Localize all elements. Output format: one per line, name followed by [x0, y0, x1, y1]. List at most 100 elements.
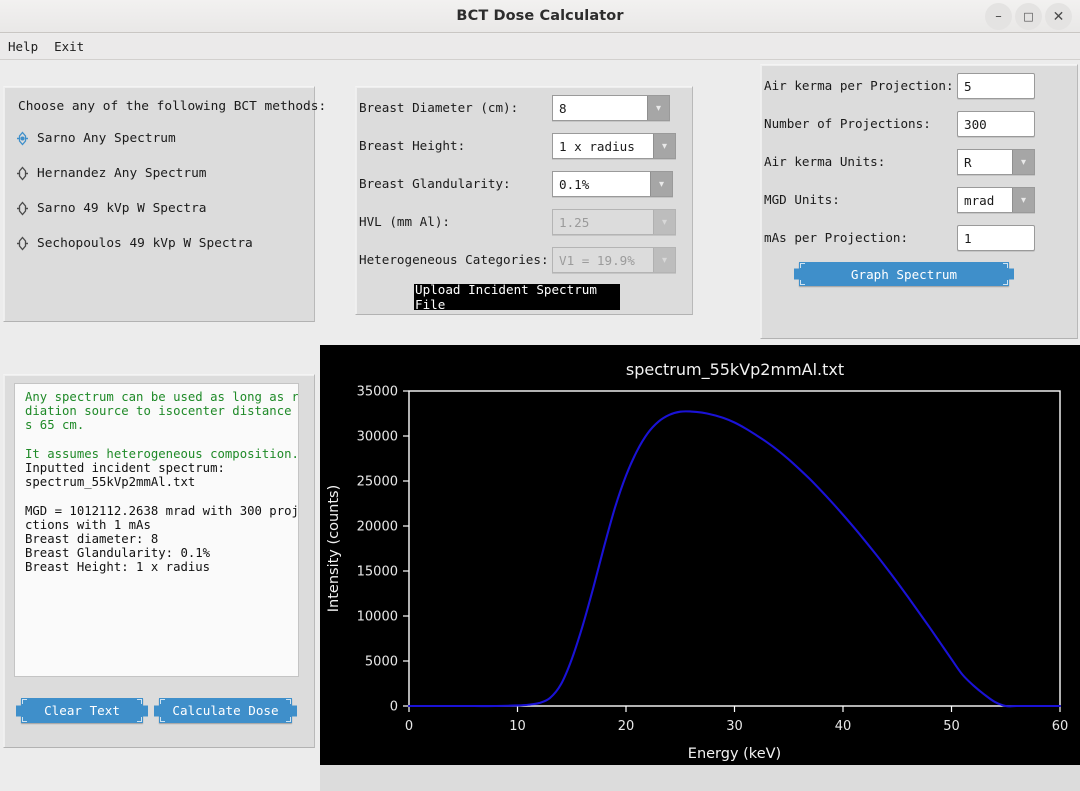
button-nub-left — [16, 705, 21, 716]
chart-y-tick-label: 25000 — [357, 475, 398, 490]
field-row-heterogeneous-categories: Heterogeneous Categories: V1 = 19.9% ▾ — [356, 247, 694, 277]
calculate-dose-button[interactable]: Calculate Dose — [154, 698, 297, 723]
chart-x-tick-label: 40 — [835, 719, 852, 734]
radio-indicator-icon — [16, 236, 29, 251]
field-row-breast-height: Breast Height: 1 x radius ▾ — [356, 133, 694, 163]
label-mas-per-projection: mAs per Projection: — [764, 230, 909, 245]
close-button[interactable]: ✕ — [1045, 3, 1072, 30]
radio-indicator-icon — [16, 201, 29, 216]
chart-y-tick-label: 15000 — [357, 565, 398, 580]
window-controls: – □ ✕ — [985, 3, 1072, 30]
radio-sarno-49kvp-w-spectra[interactable]: Sarno 49 kVp W Spectra — [16, 201, 207, 216]
graph-spectrum-button[interactable]: Graph Spectrum — [794, 262, 1014, 286]
combobox-value: 1 x radius — [553, 134, 653, 158]
output-line: Any spectrum can be used as long as ra — [25, 390, 299, 404]
chart-x-tick-label: 50 — [943, 719, 960, 734]
combobox-air-kerma-units[interactable]: R ▾ — [957, 149, 1035, 175]
input-number-of-projections[interactable]: 300 — [957, 111, 1035, 137]
chevron-down-icon: ▾ — [653, 248, 675, 272]
chart-y-ticks: 0 5000 10000 15000 20000 25000 30000 35000 — [357, 385, 409, 715]
chart-y-tick-label: 35000 — [357, 385, 398, 400]
field-row-breast-glandularity: Breast Glandularity: 0.1% ▾ — [356, 171, 694, 201]
acquisition-parameters-panel: Air kerma per Projection: 5 Number of Pr… — [760, 64, 1078, 339]
breast-parameters-panel: Breast Diameter (cm): 8 ▾ Breast Height:… — [355, 86, 693, 315]
combobox-breast-diameter[interactable]: 8 ▾ — [552, 95, 670, 121]
chart-x-ticks: 0 10 20 30 40 50 60 — [405, 706, 1068, 734]
button-corner — [800, 263, 805, 268]
radio-label: Sechopoulos 49 kVp W Spectra — [37, 236, 253, 251]
combobox-value: 1.25 — [553, 210, 653, 234]
output-line: Breast Height: 1 x radius — [25, 560, 211, 575]
button-corner — [22, 717, 27, 722]
radio-sarno-any-spectrum[interactable]: Sarno Any Spectrum — [16, 131, 176, 146]
combobox-breast-glandularity[interactable]: 0.1% ▾ — [552, 171, 673, 197]
output-line: s 65 cm. — [25, 418, 85, 433]
chart-bottom-strip — [320, 765, 1080, 791]
button-corner — [1003, 263, 1008, 268]
chart-y-tick-label: 20000 — [357, 520, 398, 535]
window-title: BCT Dose Calculator — [456, 8, 624, 24]
label-mgd-units: MGD Units: — [764, 192, 840, 207]
button-nub-left — [154, 705, 159, 716]
output-text-area[interactable]: Any spectrum can be used as long as ra d… — [14, 383, 299, 677]
upload-incident-spectrum-file-button[interactable]: Upload Incident Spectrum File — [414, 282, 620, 312]
button-corner — [22, 699, 27, 704]
combobox-value: mrad — [958, 188, 1012, 212]
spectrum-chart[interactable]: spectrum_55kVp2mmAl.txt 0 10 20 30 40 50 60 0 5… — [320, 345, 1080, 765]
chevron-down-icon[interactable]: ▾ — [1012, 150, 1034, 174]
label-breast-glandularity: Breast Glandularity: — [359, 176, 511, 191]
combobox-value: R — [958, 150, 1012, 174]
maximize-button[interactable]: □ — [1015, 3, 1042, 30]
chart-title: spectrum_55kVp2mmAl.txt — [626, 360, 844, 380]
button-corner — [286, 717, 291, 722]
output-line-blank — [25, 433, 293, 447]
clear-text-button-label: Clear Text — [44, 703, 120, 718]
combobox-value: V1 = 19.9% — [553, 248, 653, 272]
output-line: It assumes heterogeneous composition. — [25, 446, 299, 461]
spectrum-chart-svg: spectrum_55kVp2mmAl.txt 0 10 20 30 40 50 60 0 5… — [320, 345, 1080, 765]
chart-x-tick-label: 10 — [509, 719, 526, 734]
chevron-down-icon[interactable]: ▾ — [647, 96, 669, 120]
radio-hernandez-any-spectrum[interactable]: Hernandez Any Spectrum — [16, 166, 207, 181]
chevron-down-icon[interactable]: ▾ — [653, 134, 675, 158]
button-corner — [160, 699, 165, 704]
output-line: spectrum_55kVp2mmAl.txt — [25, 475, 196, 490]
menu-item-help[interactable]: Help — [8, 39, 39, 54]
chevron-down-icon[interactable]: ▾ — [1012, 188, 1034, 212]
label-heterogeneous-categories: Heterogeneous Categories: — [359, 252, 549, 267]
field-row-air-kerma-per-projection: Air kerma per Projection: 5 — [761, 73, 1079, 103]
chart-y-tick-label: 30000 — [357, 430, 398, 445]
chevron-down-icon[interactable]: ▾ — [650, 172, 672, 196]
chart-x-tick-label: 30 — [726, 719, 743, 734]
chart-y-axis-label: Intensity (counts) — [326, 485, 342, 613]
radio-indicator-icon — [16, 166, 29, 181]
output-line: Breast Glandularity: 0.1% — [25, 546, 211, 561]
menu-item-exit[interactable]: Exit — [54, 39, 85, 54]
chart-x-tick-label: 60 — [1052, 719, 1069, 734]
output-line: ctions with 1 mAs — [25, 517, 151, 532]
combobox-value: 8 — [553, 96, 647, 120]
output-line: MGD = 1012112.2638 mrad with 300 proje — [25, 503, 299, 518]
combobox-value: 0.1% — [553, 172, 650, 196]
combobox-mgd-units[interactable]: mrad ▾ — [957, 187, 1035, 213]
button-corner — [137, 699, 142, 704]
clear-text-button[interactable]: Clear Text — [16, 698, 148, 723]
input-air-kerma-per-projection[interactable]: 5 — [957, 73, 1035, 99]
input-mas-per-projection[interactable]: 1 — [957, 225, 1035, 251]
chart-x-tick-label: 0 — [405, 719, 413, 734]
output-log-panel: Any spectrum can be used as long as ra d… — [3, 374, 315, 748]
minimize-button[interactable]: – — [985, 3, 1012, 30]
button-nub-right — [143, 705, 148, 716]
chart-background — [320, 345, 1080, 765]
title-bar: BCT Dose Calculator – □ ✕ — [0, 0, 1080, 33]
label-hvl: HVL (mm Al): — [359, 214, 450, 229]
combobox-breast-height[interactable]: 1 x radius ▾ — [552, 133, 676, 159]
radio-sechopoulos-49kvp-w-spectra[interactable]: Sechopoulos 49 kVp W Spectra — [16, 236, 253, 251]
button-corner — [160, 717, 165, 722]
chart-y-tick-label: 0 — [390, 700, 398, 715]
chart-x-axis-label: Energy (keV) — [688, 746, 781, 762]
chevron-down-icon: ▾ — [653, 210, 675, 234]
label-air-kerma-units: Air kerma Units: — [764, 154, 886, 169]
bct-methods-panel: Choose any of the following BCT methods:… — [3, 86, 326, 322]
